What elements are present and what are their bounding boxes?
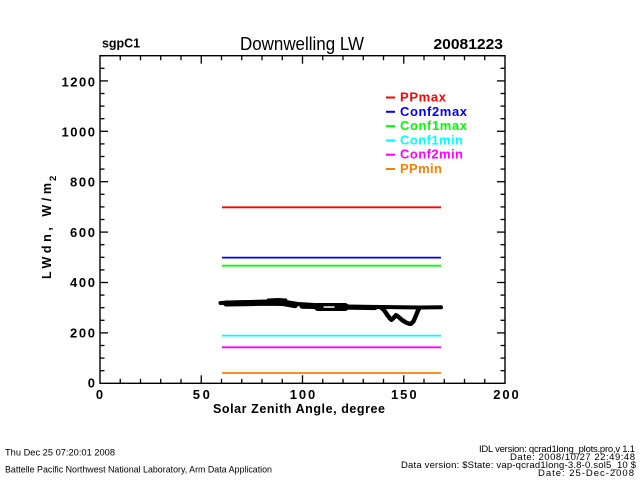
svg-text:200: 200 (493, 387, 519, 402)
svg-text:LWdn, W/m: LWdn, W/m (40, 183, 54, 279)
svg-text:800: 800 (70, 175, 95, 190)
svg-text:Date: 25-Dec-2008: Date: 25-Dec-2008 (538, 468, 634, 479)
svg-text:Downwelling LW: Downwelling LW (240, 33, 364, 54)
svg-text:Date: 2008/10/27 22:49:48: Date: 2008/10/27 22:49:48 (510, 452, 635, 463)
svg-text:IDL version: qcrad1long_plots.: IDL version: qcrad1long_plots.pro,v 1.1 (479, 444, 635, 455)
svg-text:Conf1min: Conf1min (400, 132, 463, 147)
svg-text:100: 100 (290, 387, 316, 402)
svg-text:1000: 1000 (62, 125, 96, 140)
svg-text:sgpC1: sgpC1 (102, 37, 140, 51)
svg-text:Battelle Pacific Northwest Nat: Battelle Pacific Northwest National Labo… (5, 465, 272, 476)
svg-text:150: 150 (391, 387, 417, 402)
svg-text:600: 600 (70, 225, 95, 240)
svg-text:PPmin: PPmin (400, 161, 442, 176)
svg-text:Conf2min: Conf2min (400, 147, 463, 162)
svg-text:Solar Zenith Angle, degree: Solar Zenith Angle, degree (213, 402, 385, 416)
svg-text:0: 0 (88, 376, 95, 391)
svg-text:PPmax: PPmax (400, 90, 447, 105)
svg-text:Data version: $State: vap-qcra: Data version: $State: vap-qcrad1long-3.8… (401, 460, 637, 471)
svg-text:20081223: 20081223 (434, 36, 504, 53)
svg-text:50: 50 (193, 387, 210, 402)
svg-text:1200: 1200 (62, 74, 96, 89)
svg-text:Conf1max: Conf1max (400, 118, 468, 133)
svg-text:0: 0 (96, 387, 103, 402)
svg-text:200: 200 (70, 325, 95, 340)
svg-text:2: 2 (48, 176, 59, 181)
svg-text:Thu Dec 25 07:20:01 2008: Thu Dec 25 07:20:01 2008 (5, 448, 115, 459)
svg-text:Conf2max: Conf2max (400, 104, 468, 119)
svg-text:400: 400 (70, 275, 95, 290)
